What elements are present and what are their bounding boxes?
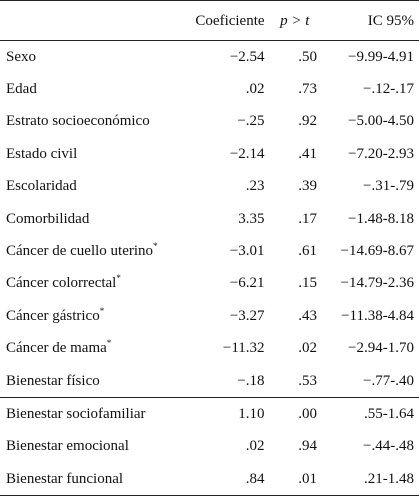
cell-variable: Sexo bbox=[0, 41, 182, 74]
cell-coeficiente: .84 bbox=[181, 463, 265, 496]
footnote-mark: * bbox=[153, 241, 158, 252]
variable-label: Bienestar funcional bbox=[6, 470, 124, 487]
variable-label: Cáncer de mama bbox=[6, 340, 107, 357]
table-header: Coeficiente p > t IC 95% bbox=[0, 0, 419, 41]
cell-variable: Bienestar emocional bbox=[0, 431, 182, 463]
cell-variable: Bienestar físico bbox=[0, 365, 182, 398]
cell-ic-95: −.12-.17 bbox=[363, 81, 414, 98]
variable-label: Cáncer de cuello uterino bbox=[6, 243, 154, 260]
header-coeficiente: Coeficiente bbox=[181, 0, 265, 41]
cell-coeficiente: 1.10 bbox=[181, 397, 265, 431]
cell-p-value: .41 bbox=[298, 145, 317, 162]
cell-variable: Edad bbox=[0, 73, 182, 105]
table-row: Edad .02 .73 −.12-.17 bbox=[0, 73, 419, 105]
cell-ic-95: −7.20-2.93 bbox=[348, 145, 414, 162]
cell-coeficiente: .02 bbox=[245, 81, 265, 98]
variable-label: Bienestar emocional bbox=[6, 438, 129, 455]
cell-ic-95: −9.99-4.91 bbox=[348, 48, 414, 65]
cell-variable: Bienestar funcional bbox=[0, 463, 182, 496]
cell-ic-95: −5.00-4.50 bbox=[348, 113, 414, 130]
cell-p-value: .61 bbox=[298, 243, 317, 260]
cell-variable: Cáncer gástrico* bbox=[0, 300, 182, 332]
cell-ic-95: .55-1.64 bbox=[316, 397, 419, 431]
cell-coeficiente: −2.54 bbox=[229, 48, 265, 65]
cell-coeficiente: .23 bbox=[245, 178, 265, 195]
cell-ic-95: −.44-.48 bbox=[363, 438, 414, 455]
cell-variable: Cáncer de cuello uterino* bbox=[0, 235, 182, 267]
cell-variable: Escolaridad bbox=[0, 171, 182, 203]
footnote-mark: * bbox=[116, 273, 121, 284]
variable-label: Edad bbox=[6, 81, 37, 98]
footnote-mark: * bbox=[106, 338, 112, 349]
table-row: Cáncer de cuello uterino* −3.01 .61 −14.69-… bbox=[0, 235, 419, 267]
cell-coeficiente: −.18 bbox=[237, 372, 265, 389]
table-body: Sexo −2.54 .50 −9.99-4.91 Edad .02 .73 −.12-.17… bbox=[0, 41, 419, 496]
cell-coeficiente: .02 bbox=[245, 438, 265, 455]
variable-label: Cáncer colorrectal bbox=[6, 275, 117, 292]
cell-variable: Estado civil bbox=[0, 138, 182, 170]
cell-p-value: .43 bbox=[298, 307, 317, 324]
cell-ic-95: −.77-.40 bbox=[363, 372, 414, 389]
variable-label: Sexo bbox=[6, 48, 36, 65]
variable-label: Estrato socioeconómico bbox=[6, 113, 150, 130]
table-row: Cáncer colorrectal* −6.21 .15 −14.79-2.36 bbox=[0, 268, 419, 300]
table-row: Bienestar funcional .84.01.21-1.48 bbox=[0, 463, 419, 496]
cell-p-value: .92 bbox=[298, 113, 317, 130]
table-row: Bienestar físico −.18 .53 −.77-.40 bbox=[0, 365, 419, 398]
cell-ic-95: −.31-.79 bbox=[363, 178, 414, 195]
cell-p-value: .94 bbox=[298, 438, 317, 455]
cell-p-value: .50 bbox=[298, 48, 317, 65]
cell-p-value: .17 bbox=[298, 210, 317, 227]
header-row: Coeficiente p > t IC 95% bbox=[0, 0, 419, 41]
variable-label: Bienestar físico bbox=[6, 372, 100, 389]
cell-coeficiente: −3.27 bbox=[229, 307, 265, 324]
variable-label: Cáncer gástrico bbox=[6, 307, 100, 324]
table-row: Estado civil −2.14 .41 −7.20-2.93 bbox=[0, 138, 419, 170]
table-row: Cáncer de mama* −11.32 .02 −2.94-1.70 bbox=[0, 333, 419, 365]
cell-ic-95: −14.69-8.67 bbox=[340, 243, 414, 260]
cell-coeficiente: −3.01 bbox=[229, 243, 265, 260]
cell-p-value: .53 bbox=[298, 372, 317, 389]
table-row: Sexo −2.54 .50 −9.99-4.91 bbox=[0, 41, 419, 74]
cell-ic-95: −11.38-4.84 bbox=[341, 307, 414, 324]
cell-ic-95: .21-1.48 bbox=[316, 463, 419, 496]
cell-coeficiente: 3.35 bbox=[238, 210, 265, 227]
cell-ic-95: −14.79-2.36 bbox=[340, 275, 414, 292]
cell-p-value: .02 bbox=[298, 340, 317, 357]
table-row: Estrato socioeconómico −.25 .92 −5.00-4.50 bbox=[0, 106, 419, 138]
variable-label: Bienestar sociofamiliar bbox=[6, 405, 146, 422]
cell-variable: Bienestar sociofamiliar bbox=[0, 397, 182, 431]
header-p-value: p > t bbox=[264, 0, 317, 41]
cell-coeficiente: −2.14 bbox=[229, 145, 265, 162]
cell-variable: Comorbilidad bbox=[0, 203, 182, 235]
cell-p-value: .01 bbox=[264, 463, 317, 496]
header-variable bbox=[0, 0, 182, 41]
header-ic-95: IC 95% bbox=[316, 0, 419, 41]
cell-p-value: .73 bbox=[298, 81, 317, 98]
variable-label: Estado civil bbox=[6, 145, 78, 162]
table-row: Comorbilidad 3.35 .17 −1.48-8.18 bbox=[0, 203, 419, 235]
cell-coeficiente: −.25 bbox=[237, 113, 265, 130]
cell-p-value: .15 bbox=[298, 275, 317, 292]
cell-p-value: .39 bbox=[298, 178, 317, 195]
cell-coeficiente: −6.21 bbox=[229, 275, 265, 292]
cell-ic-95: −1.48-8.18 bbox=[348, 210, 414, 227]
table-row: Bienestar emocional .02 .94 −.44-.48 bbox=[0, 431, 419, 463]
cell-p-value: .00 bbox=[264, 397, 317, 431]
cell-variable: Cáncer colorrectal* bbox=[0, 268, 182, 300]
cell-ic-95: −2.94-1.70 bbox=[348, 340, 414, 357]
table-row: Escolaridad .23 .39 −.31-.79 bbox=[0, 171, 419, 203]
variable-label: Comorbilidad bbox=[6, 210, 90, 227]
cell-variable: Estrato socioeconómico bbox=[0, 106, 182, 138]
cell-variable: Cáncer de mama* bbox=[0, 333, 182, 365]
cell-coeficiente: −11.32 bbox=[222, 340, 265, 357]
table-row: Cáncer gástrico* −3.27 .43 −11.38-4.84 bbox=[0, 300, 419, 332]
variable-label: Escolaridad bbox=[6, 178, 77, 195]
footnote-mark: * bbox=[99, 305, 105, 316]
table-row: Bienestar sociofamiliar 1.10.00.55-1.64 bbox=[0, 397, 419, 431]
